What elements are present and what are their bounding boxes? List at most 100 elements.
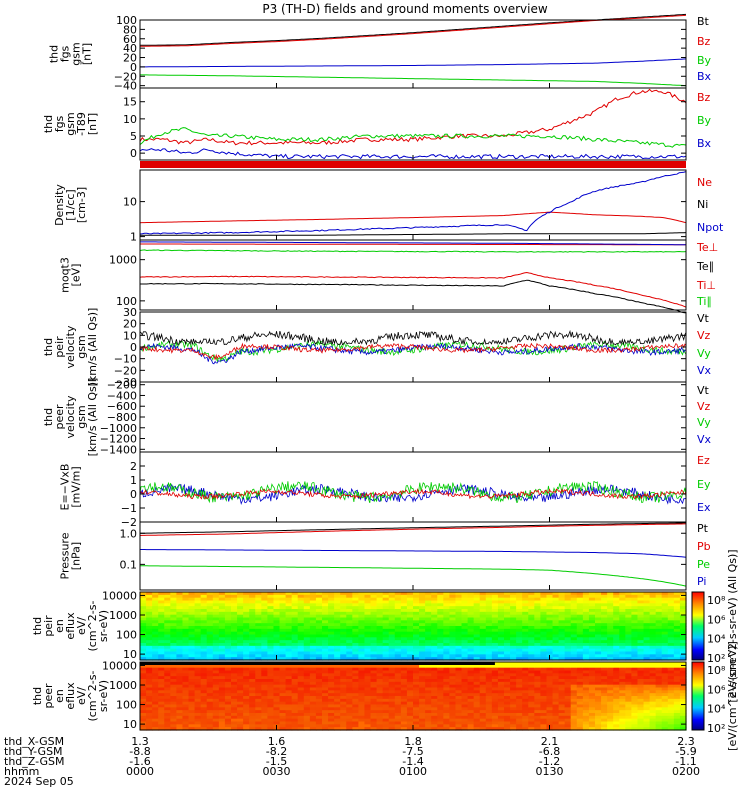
spectrogram-cell [297, 679, 305, 683]
spectrogram-cell [231, 693, 238, 697]
spectrogram-cell [595, 626, 602, 630]
spectrogram-cell [601, 592, 608, 596]
spectrogram-cell [667, 679, 675, 683]
spectrogram-cell [164, 611, 171, 616]
spectrogram-cell [170, 684, 177, 689]
spectrogram-cell [328, 643, 335, 647]
spectrogram-cell [176, 614, 184, 619]
spectrogram-cell [164, 673, 171, 677]
spectrogram-cell [376, 713, 384, 717]
spectrogram-cell [473, 640, 481, 644]
spectrogram-cell [667, 620, 675, 624]
spectrogram-cell [510, 664, 517, 669]
spectrogram-cell [406, 631, 414, 636]
spectrogram-cell [431, 704, 438, 708]
spectrogram-cell [218, 713, 226, 717]
spectrogram-cell [291, 611, 299, 616]
spectrogram-cell [582, 603, 590, 607]
spectrogram-cell [315, 696, 323, 700]
spectrogram-cell [358, 681, 366, 686]
spectrogram-cell [607, 634, 614, 638]
spectrogram-cell [188, 715, 196, 720]
spectrogram-cell [176, 710, 184, 714]
spectrogram-cell [346, 617, 353, 621]
spectrogram-cell [285, 679, 293, 683]
spectrogram-cell [255, 715, 262, 720]
spectrogram-cell [364, 715, 372, 720]
spectrogram-cell [176, 721, 184, 725]
spectrogram-cell [510, 634, 517, 638]
spectrogram-cell [218, 623, 226, 627]
spectrogram-cell [376, 701, 384, 706]
ytick-label: 0 [130, 61, 137, 74]
spectrogram-cell [176, 637, 184, 641]
spectrogram-cell [552, 673, 560, 677]
spectrogram-cell [146, 698, 153, 703]
spectrogram-cell [346, 634, 353, 638]
ytick-label: 100 [116, 699, 137, 712]
spectrogram-cell [437, 707, 444, 711]
spectrogram-cell [152, 704, 159, 708]
spectrogram-cell [607, 597, 614, 602]
spectrogram-cell [522, 634, 529, 638]
spectrogram-cell [607, 651, 614, 655]
spectrogram-cell [649, 687, 657, 691]
spectrogram-cell [309, 645, 317, 650]
spectrogram-cell [497, 643, 505, 647]
spectrogram-cell [376, 634, 384, 638]
spectrogram-cell [631, 701, 639, 706]
spectrogram-cell [297, 704, 305, 708]
spectrogram-cell [552, 611, 560, 616]
spectrogram-cell [655, 698, 663, 703]
spectrogram-cell [522, 684, 529, 689]
spectrogram-cell [291, 727, 299, 731]
spectrogram-cell [613, 645, 620, 650]
spectrogram-cell [625, 670, 632, 674]
spectrogram-cell [516, 693, 523, 697]
spectrogram-cell [212, 701, 220, 706]
spectrogram-cell [267, 673, 275, 677]
spectrogram-cell [643, 597, 651, 602]
spectrogram-cell [328, 667, 335, 672]
spectrogram-cell [419, 713, 426, 717]
spectrogram-cell [152, 667, 159, 672]
spectrogram-cell [473, 724, 481, 728]
spectrogram-cell [637, 662, 645, 666]
spectrogram-cell [164, 631, 171, 636]
spectrogram-cell [352, 681, 359, 686]
spectrogram-cell [322, 594, 329, 599]
spectrogram-cell [400, 673, 408, 677]
spectrogram-cell [491, 690, 499, 694]
spectrogram-cell [619, 643, 626, 647]
spectrogram-cell [146, 606, 153, 610]
velocity-trace-black [139, 329, 687, 346]
spectrogram-cell [455, 664, 463, 669]
spectrogram-cell [607, 628, 614, 633]
spectrogram-cell [328, 701, 335, 706]
series-line-Pb [139, 523, 686, 536]
spectrogram-cell [376, 592, 384, 596]
spectrogram-cell [267, 645, 275, 650]
spectrogram-cell [673, 698, 681, 703]
spectrogram-cell [291, 670, 299, 674]
ylabel-line: sr-eV) [97, 610, 110, 642]
spectrogram-cell [164, 724, 171, 728]
spectrogram-cell [212, 718, 220, 723]
spectrogram-cell [564, 654, 572, 658]
spectrogram-cell [322, 651, 329, 655]
spectrogram-cell [679, 687, 687, 691]
spectrogram-cell [564, 713, 572, 717]
spectrogram-cell [504, 693, 511, 697]
spectrogram-cell [601, 715, 608, 720]
spectrogram-cell [218, 673, 226, 677]
spectrogram-cell [382, 690, 390, 694]
spectrogram-cell [558, 631, 566, 636]
spectrogram-cell [340, 718, 347, 723]
spectrogram-cell [358, 640, 366, 644]
ylabel-line: [nT] [86, 113, 99, 135]
spectrogram-cell [364, 623, 372, 627]
spectrogram-cell [546, 687, 554, 691]
spectrogram-cell [400, 628, 408, 633]
spectrogram-cell [309, 623, 317, 627]
spectrogram-cell [510, 698, 517, 703]
